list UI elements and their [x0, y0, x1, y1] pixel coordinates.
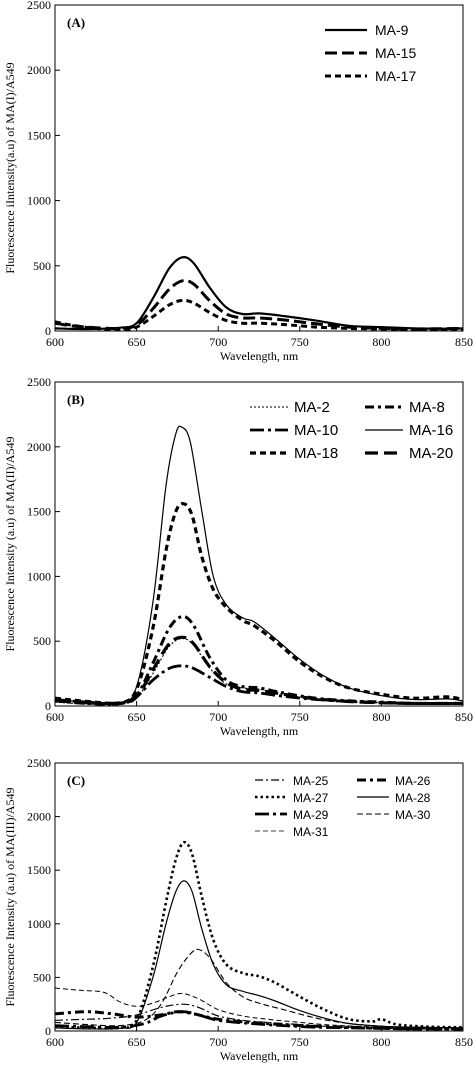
- series-line-ma-15: [55, 278, 463, 331]
- x-tick-label: 800: [372, 1035, 390, 1049]
- y-tick-label: 2000: [27, 440, 51, 454]
- x-tick-label: 800: [372, 710, 390, 724]
- x-axis-label: Wavelength, nm: [220, 1049, 299, 1063]
- plot-frame: [54, 762, 464, 1032]
- legend-label: MA-2: [294, 399, 330, 416]
- series-line-ma-30: [55, 948, 463, 1029]
- y-tick-label: 0: [45, 324, 51, 338]
- series-group: [55, 425, 463, 706]
- series-line-ma-10: [55, 664, 463, 705]
- series-group: [55, 840, 463, 1031]
- x-tick-label: 750: [291, 1035, 309, 1049]
- y-tick-label: 0: [45, 1024, 51, 1038]
- series-line-ma-26: [55, 1010, 463, 1031]
- x-tick-label: 850: [455, 710, 473, 724]
- x-tick-label: 600: [46, 1035, 64, 1049]
- legend-label: MA-31: [293, 825, 329, 839]
- series-line-ma-28: [55, 880, 463, 1030]
- series-line-ma-2: [55, 638, 463, 706]
- legend-label: MA-20: [409, 445, 453, 462]
- x-tick-label: 600: [46, 335, 64, 349]
- y-tick-label: 1000: [27, 917, 51, 931]
- legend-label: MA-27: [293, 791, 329, 805]
- y-tick-label: 1500: [27, 863, 51, 877]
- legend: MA-2 MA-8 MA-10 MA-16 MA-18 MA-20: [250, 399, 453, 462]
- y-tick-label: 1000: [27, 569, 51, 583]
- series-line-ma-18: [55, 502, 463, 706]
- plot-frame: [54, 381, 464, 707]
- panel-label: (B): [67, 392, 84, 407]
- legend-label: MA-30: [395, 808, 431, 822]
- chart-panel-1: 0 500 1000 1500 2000 2500 600 650 700 750 800 850 Wa…: [3, 0, 473, 363]
- x-tick-label: 800: [372, 335, 390, 349]
- y-tick-label: 2500: [27, 375, 51, 389]
- y-tick-label: 0: [45, 699, 51, 713]
- chart-panel-3: 0 500 1000 1500 2000 2500 600 650 700 750 800 850 Wa…: [3, 756, 473, 1063]
- legend-label: MA-8: [409, 399, 445, 416]
- x-tick-label: 700: [209, 710, 227, 724]
- series-line-ma-20: [55, 635, 463, 706]
- y-tick-label: 1500: [27, 128, 51, 142]
- series-group: [55, 256, 463, 331]
- y-tick-label: 2000: [27, 810, 51, 824]
- series-line-ma-25: [55, 1003, 463, 1030]
- series-line-ma-17: [55, 298, 463, 331]
- legend-label: MA-26: [395, 774, 431, 788]
- panel-label: (C): [67, 773, 85, 788]
- plot-frame: [54, 4, 464, 332]
- series-line-ma-27: [55, 840, 463, 1030]
- x-tick-label: 750: [291, 335, 309, 349]
- legend-label: MA-25: [293, 774, 329, 788]
- y-tick-label: 500: [33, 634, 51, 648]
- x-tick-label: 700: [209, 335, 227, 349]
- panel-label: (A): [67, 15, 85, 30]
- x-tick-label: 650: [128, 1035, 146, 1049]
- x-tick-label: 850: [455, 335, 473, 349]
- legend-label: MA-17: [375, 68, 416, 84]
- y-tick-label: 2500: [27, 0, 51, 12]
- legend-label: MA-18: [294, 445, 338, 462]
- y-tick-label: 1000: [27, 194, 51, 208]
- chart-panel-2: 0 500 1000 1500 2000 2500 600 650 700 750 800 850 Wa…: [3, 375, 473, 738]
- series-line-ma-29: [55, 1010, 463, 1031]
- series-line-ma-9: [55, 256, 463, 331]
- x-tick-label: 650: [128, 335, 146, 349]
- y-axis-label: Fluorescence iIntensity(a.u) of MA(I)/A5…: [3, 62, 17, 273]
- legend-label: MA-29: [293, 808, 329, 822]
- x-tick-label: 850: [455, 1035, 473, 1049]
- legend-label: MA-10: [294, 422, 338, 439]
- x-axis-label: Wavelength, nm: [220, 349, 299, 363]
- y-axis-label: Fluorescence Intensity (a.u) of MA(II)/A…: [3, 437, 17, 652]
- legend-label: MA-15: [375, 45, 416, 61]
- legend-label: MA-9: [375, 22, 409, 38]
- x-tick-label: 650: [128, 710, 146, 724]
- x-axis-label: Wavelength, nm: [220, 724, 299, 738]
- series-line-ma-16: [55, 425, 463, 705]
- legend: MA-9 MA-15 MA-17: [325, 22, 416, 84]
- y-axis-label: Fluorescence Intensity (a.u) of MA(III)/…: [3, 788, 17, 1007]
- y-tick-label: 1500: [27, 505, 51, 519]
- y-tick-label: 2500: [27, 756, 51, 770]
- y-tick-label: 500: [33, 970, 51, 984]
- x-tick-label: 600: [46, 710, 64, 724]
- y-tick-label: 500: [33, 259, 51, 273]
- legend: MA-25 MA-26 MA-27 MA-28 MA-29 MA-30 MA-31: [255, 774, 431, 839]
- x-tick-label: 750: [291, 710, 309, 724]
- x-tick-label: 700: [209, 1035, 227, 1049]
- legend-label: MA-16: [409, 422, 453, 439]
- legend-label: MA-28: [395, 791, 431, 805]
- y-tick-label: 2000: [27, 63, 51, 77]
